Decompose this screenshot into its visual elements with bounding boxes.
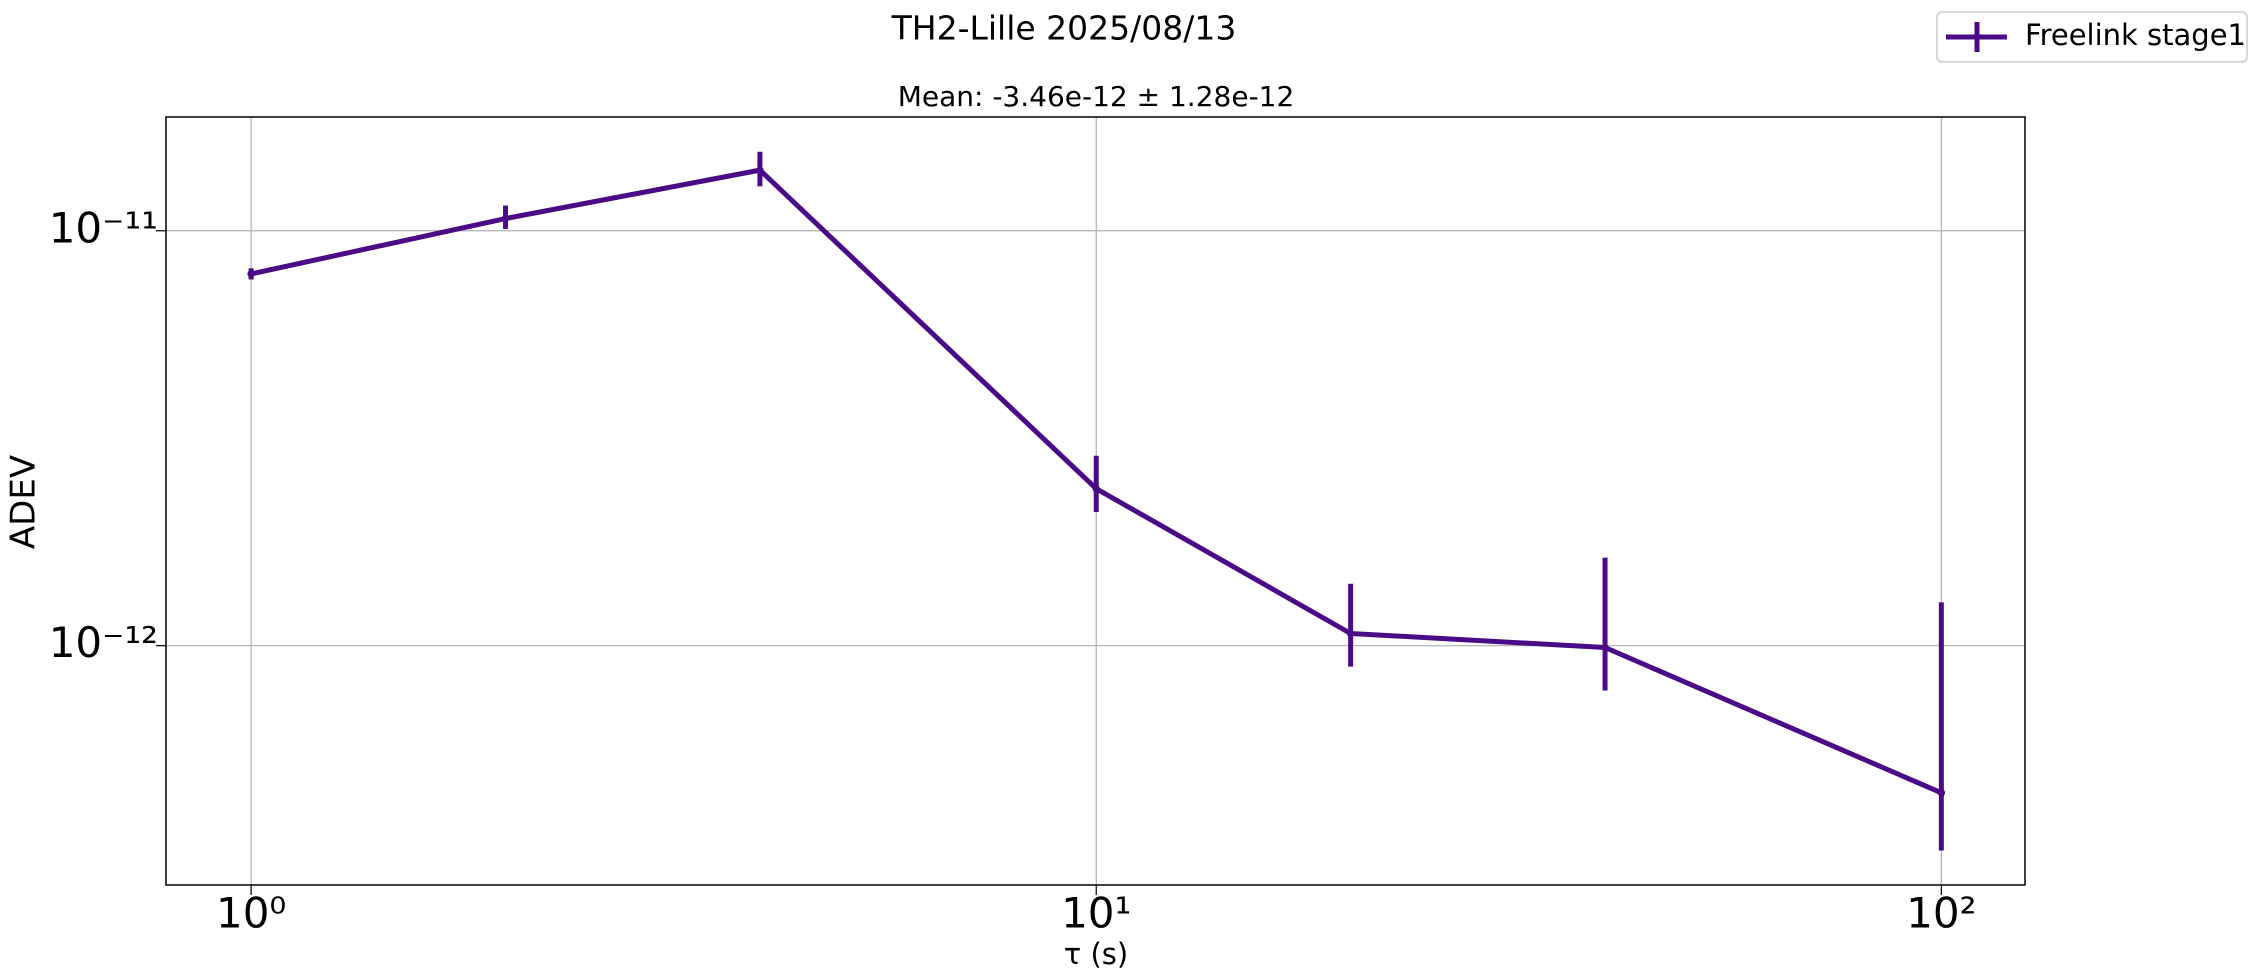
- legend-box: [1936, 11, 2248, 63]
- point: [247, 270, 255, 278]
- legend-label: Freelink stage1: [2025, 18, 2246, 52]
- y-tick-label: 10⁻¹¹: [49, 203, 158, 252]
- x-axis-label: τ (s): [1064, 937, 1128, 971]
- point: [756, 166, 764, 174]
- x-tick-label: 10²: [1906, 889, 1976, 938]
- y-axis-label: ADEV: [4, 455, 44, 549]
- y-tick-label: 10⁻¹²: [49, 618, 158, 667]
- point: [1601, 643, 1609, 652]
- point: [1092, 484, 1100, 493]
- plot-frame: [165, 116, 2026, 886]
- chart-title: TH2-Lille 2025/08/13: [891, 9, 1237, 48]
- point: [1346, 629, 1355, 638]
- x-tick-label: 10¹: [1061, 889, 1131, 938]
- point: [501, 214, 510, 223]
- point: [1937, 789, 1946, 797]
- x-tick-label: 10⁰: [216, 889, 286, 938]
- chart-subtitle: Mean: -3.46e-12 ± 1.28e-12: [898, 80, 1295, 113]
